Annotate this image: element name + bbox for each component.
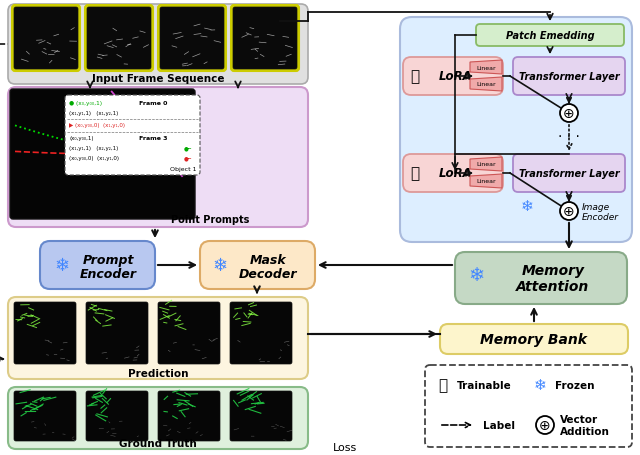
FancyBboxPatch shape xyxy=(12,6,80,72)
Text: ● (x₀,y₀₀,1): ● (x₀,y₀₀,1) xyxy=(69,101,102,106)
Text: Memory: Memory xyxy=(522,263,584,278)
FancyBboxPatch shape xyxy=(403,155,503,192)
Text: Point Prompts: Point Prompts xyxy=(171,214,249,224)
FancyBboxPatch shape xyxy=(230,302,292,364)
Text: Prediction: Prediction xyxy=(128,368,188,378)
Text: Attention: Attention xyxy=(516,279,589,293)
Text: Linear: Linear xyxy=(476,66,496,71)
Text: ⊕: ⊕ xyxy=(539,418,551,432)
Text: Image: Image xyxy=(582,203,610,212)
Text: Object 1: Object 1 xyxy=(170,167,196,172)
Text: ▶ (x₀,y₀₀,0)  (x₁,y₁,0): ▶ (x₀,y₀₀,0) (x₁,y₁,0) xyxy=(69,123,125,128)
FancyBboxPatch shape xyxy=(86,391,148,441)
FancyBboxPatch shape xyxy=(425,365,632,447)
Text: Frozen: Frozen xyxy=(555,380,595,390)
FancyBboxPatch shape xyxy=(87,8,151,70)
Text: (x₁,y₁,1)   (x₁,y₂,1): (x₁,y₁,1) (x₁,y₂,1) xyxy=(69,111,118,116)
Polygon shape xyxy=(470,78,502,92)
Text: Trainable: Trainable xyxy=(457,380,512,390)
FancyBboxPatch shape xyxy=(513,155,625,192)
FancyBboxPatch shape xyxy=(476,25,624,47)
Text: Encoder: Encoder xyxy=(79,268,136,281)
Text: Vector: Vector xyxy=(560,414,598,424)
FancyBboxPatch shape xyxy=(40,242,155,289)
Text: ❄: ❄ xyxy=(534,378,547,393)
FancyBboxPatch shape xyxy=(10,90,195,219)
Text: · · ·: · · · xyxy=(558,130,580,144)
Text: Transformer Layer: Transformer Layer xyxy=(518,169,620,179)
Text: Encoder: Encoder xyxy=(582,213,619,222)
Text: Linear: Linear xyxy=(476,82,496,87)
FancyBboxPatch shape xyxy=(158,302,220,364)
Text: ❄: ❄ xyxy=(54,257,70,274)
Text: 🔥: 🔥 xyxy=(410,166,420,181)
Text: Prompt: Prompt xyxy=(83,254,134,267)
Text: 🔥: 🔥 xyxy=(410,69,420,84)
Polygon shape xyxy=(470,157,502,172)
FancyBboxPatch shape xyxy=(14,8,78,70)
Text: Decoder: Decoder xyxy=(239,268,297,281)
Text: ❄: ❄ xyxy=(520,199,533,214)
Text: Loss: Loss xyxy=(333,442,357,452)
FancyBboxPatch shape xyxy=(8,387,308,449)
Text: LoRA: LoRA xyxy=(439,167,473,180)
FancyBboxPatch shape xyxy=(230,391,292,441)
FancyBboxPatch shape xyxy=(233,8,297,70)
FancyBboxPatch shape xyxy=(400,18,632,243)
FancyBboxPatch shape xyxy=(158,6,226,72)
Text: (x₁,y₁,1)   (x₂,y₂,1): (x₁,y₁,1) (x₂,y₂,1) xyxy=(69,146,118,151)
Text: Transformer Layer: Transformer Layer xyxy=(518,72,620,82)
Text: ❄: ❄ xyxy=(212,257,228,274)
Text: Addition: Addition xyxy=(560,426,610,436)
Polygon shape xyxy=(470,175,502,188)
Text: ●─: ●─ xyxy=(184,156,192,161)
FancyBboxPatch shape xyxy=(403,58,503,96)
Circle shape xyxy=(560,202,578,221)
Circle shape xyxy=(560,105,578,123)
Text: Linear: Linear xyxy=(476,162,496,167)
FancyBboxPatch shape xyxy=(86,302,148,364)
Text: 🔥: 🔥 xyxy=(438,378,447,393)
Text: Linear: Linear xyxy=(476,179,496,184)
Circle shape xyxy=(536,416,554,434)
FancyBboxPatch shape xyxy=(8,298,308,379)
FancyBboxPatch shape xyxy=(85,6,153,72)
FancyBboxPatch shape xyxy=(14,391,76,441)
FancyBboxPatch shape xyxy=(440,324,628,354)
FancyBboxPatch shape xyxy=(65,96,200,176)
FancyBboxPatch shape xyxy=(8,5,308,85)
Text: ●─: ●─ xyxy=(184,146,192,151)
Text: Ground Truth: Ground Truth xyxy=(119,438,197,448)
Text: Label: Label xyxy=(483,420,515,430)
Text: Frame 0: Frame 0 xyxy=(139,101,168,106)
FancyBboxPatch shape xyxy=(14,302,76,364)
FancyBboxPatch shape xyxy=(513,58,625,96)
FancyBboxPatch shape xyxy=(160,8,224,70)
FancyBboxPatch shape xyxy=(455,253,627,304)
Text: LoRA: LoRA xyxy=(439,71,473,83)
Text: ⊕: ⊕ xyxy=(563,205,575,218)
Text: Input Frame Sequence: Input Frame Sequence xyxy=(92,74,224,84)
FancyBboxPatch shape xyxy=(8,88,308,228)
Text: (x₀,y₀₀,0)  (x₁,y₁,0): (x₀,y₀₀,0) (x₁,y₁,0) xyxy=(69,156,119,161)
Text: Memory Bank: Memory Bank xyxy=(481,332,588,346)
FancyBboxPatch shape xyxy=(200,242,315,289)
Text: Frame 3: Frame 3 xyxy=(139,136,168,141)
Text: Patch Emedding: Patch Emedding xyxy=(506,31,595,41)
FancyBboxPatch shape xyxy=(158,391,220,441)
Text: ⊕: ⊕ xyxy=(563,107,575,121)
Text: (x₀,y₀₀,1): (x₀,y₀₀,1) xyxy=(69,136,93,141)
Text: ❄: ❄ xyxy=(469,266,485,285)
FancyBboxPatch shape xyxy=(231,6,299,72)
Polygon shape xyxy=(470,61,502,75)
Text: Mask: Mask xyxy=(250,254,286,267)
